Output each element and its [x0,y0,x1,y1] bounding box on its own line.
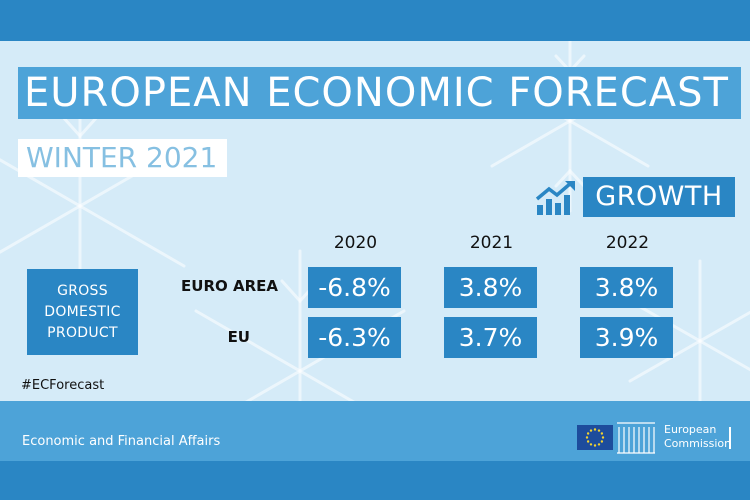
growth-badge: GROWTH [583,177,735,217]
main-panel: EUROPEAN ECONOMIC FORECAST WINTER 2021 G… [0,41,750,401]
footer-bar: Economic and Financial Affairs [0,401,750,461]
year-2022-header: 2022 [605,233,650,253]
gdp-label-line-2: DOMESTIC [44,303,121,320]
year-2020-header: 2020 [333,233,378,253]
year-2021-header: 2021 [469,233,514,253]
commission-name-line-2: Commission [664,437,732,450]
subtitle-banner: WINTER 2021 [18,139,228,177]
gdp-label-box: GROSS DOMESTIC PRODUCT [27,269,138,355]
gdp-label-line-3: PRODUCT [47,324,118,341]
value-euro-area-2022: 3.8% [580,267,673,308]
commission-name-line-1: European [664,423,717,436]
value-eu-2020: -6.3% [308,317,401,358]
bottom-bar [0,461,750,500]
growth-label: GROWTH [595,181,723,212]
value-euro-area-2021: 3.8% [444,267,537,308]
logo-divider [729,427,731,449]
row-label-eu: EU [227,328,250,346]
growth-chart-icon [535,181,575,215]
snowflake-background [0,41,750,401]
footer-department: Economic and Financial Affairs [22,434,221,449]
european-commission-logo: European Commission [577,419,737,455]
value-eu-2022: 3.9% [580,317,673,358]
top-bar [0,0,750,41]
eu-flag-icon [577,425,613,450]
page-title: EUROPEAN ECONOMIC FORECAST [24,70,729,116]
value-euro-area-2020: -6.8% [308,267,401,308]
hashtag: #ECForecast [21,378,105,393]
value-eu-2021: 3.7% [444,317,537,358]
commission-name: European Commission [664,423,731,451]
page-subtitle: WINTER 2021 [26,141,218,174]
title-banner: EUROPEAN ECONOMIC FORECAST [18,67,741,119]
row-label-euro-area: EURO AREA [181,277,278,295]
gdp-label-line-1: GROSS [57,282,108,299]
commission-building-icon [617,422,655,454]
